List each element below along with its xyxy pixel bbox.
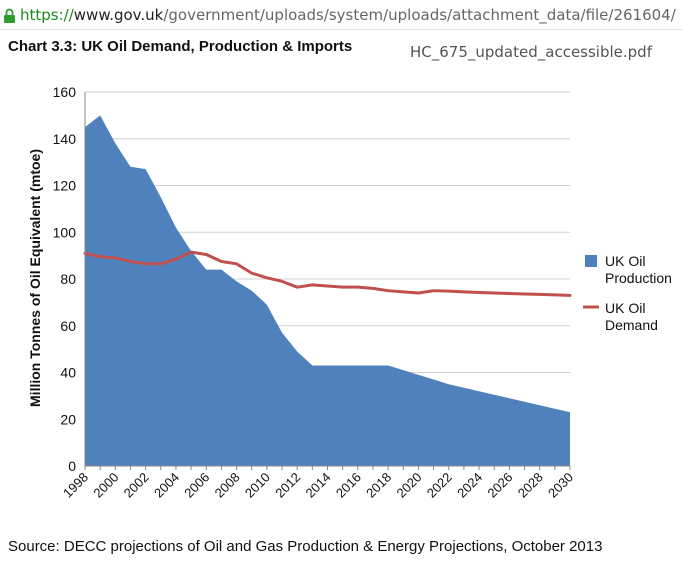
legend: UK Oil Production UK Oil Demand bbox=[583, 253, 672, 333]
address-bar[interactable]: https://www.gov.uk/government/uploads/sy… bbox=[0, 0, 682, 30]
y-tick-label: 100 bbox=[53, 224, 77, 240]
x-tick-label: 2004 bbox=[151, 470, 182, 501]
lock-icon bbox=[4, 8, 15, 23]
legend-production-swatch bbox=[585, 255, 597, 267]
demand-line-layer bbox=[83, 250, 572, 297]
production-area-layer bbox=[85, 115, 570, 466]
x-tick-label: 1998 bbox=[60, 470, 91, 501]
x-tick-label: 2018 bbox=[363, 470, 394, 501]
y-axis-label: Million Tonnes of Oil Equivalent (mtoe) bbox=[27, 149, 43, 407]
x-tick-labels: 1998 2000 2002 2004 2006 2008 2010 2012 2014 2016… bbox=[60, 470, 576, 501]
y-tick-label: 40 bbox=[60, 365, 76, 381]
y-tick-label: 0 bbox=[68, 458, 76, 474]
chart-title: Chart 3.3: UK Oil Demand, Production & I… bbox=[8, 38, 353, 55]
y-tick-labels: 0 20 40 60 80 100 120 140 160 bbox=[53, 84, 77, 474]
file-name: HC_675_updated_accessible.pdf bbox=[410, 43, 652, 61]
url-domain: www.gov.uk bbox=[73, 6, 164, 24]
axes bbox=[84, 92, 571, 470]
x-tick-label: 2010 bbox=[242, 470, 273, 501]
x-tick-label: 2024 bbox=[454, 470, 485, 501]
y-tick-label: 80 bbox=[60, 271, 76, 287]
production-area bbox=[85, 115, 570, 466]
x-tick-label: 2012 bbox=[272, 470, 303, 501]
y-tick-label: 120 bbox=[53, 178, 77, 194]
y-tick-label: 160 bbox=[53, 84, 77, 100]
y-tick-label: 20 bbox=[60, 411, 76, 427]
x-tick-label: 2000 bbox=[90, 470, 121, 501]
x-tick-label: 2014 bbox=[303, 470, 334, 501]
x-tick-label: 2006 bbox=[181, 470, 212, 501]
x-tick-label: 2016 bbox=[333, 470, 364, 501]
legend-demand-label: UK Oil Demand bbox=[605, 300, 658, 333]
y-tick-label: 140 bbox=[53, 131, 77, 147]
url-path: /government/uploads/system/uploads/attac… bbox=[163, 6, 676, 24]
x-tick-label: 2002 bbox=[121, 470, 152, 501]
x-tick-label: 2020 bbox=[394, 470, 425, 501]
legend-production-label: UK Oil Production bbox=[605, 253, 672, 286]
x-tick-label: 2022 bbox=[424, 470, 455, 501]
x-tick-label: 2028 bbox=[515, 470, 546, 501]
x-tick-label: 2026 bbox=[484, 470, 515, 501]
x-tick-label: 2030 bbox=[545, 470, 576, 501]
url-scheme: https:// bbox=[20, 6, 74, 24]
x-tick-label: 2008 bbox=[212, 470, 243, 501]
url-text[interactable]: https://www.gov.uk/government/uploads/sy… bbox=[20, 0, 676, 29]
demand-line bbox=[83, 250, 572, 297]
y-tick-label: 60 bbox=[60, 318, 76, 334]
source-note: Source: DECC projections of Oil and Gas … bbox=[8, 538, 603, 555]
